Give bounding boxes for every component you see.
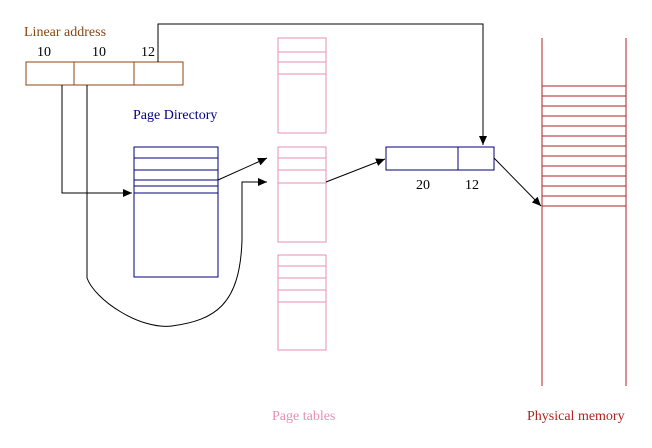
page-table-2 (277, 146, 327, 243)
arrows (61, 23, 542, 327)
linear-address-title: Linear address (24, 25, 106, 40)
page-tables-title: Page tables (272, 409, 335, 424)
page-tables: Page tables (272, 37, 335, 424)
linear-address-field-directory: 10 (37, 45, 51, 60)
directory-to-table-arrow (217, 157, 268, 181)
linear-address-field-offset: 12 (141, 45, 155, 60)
page-directory-title: Page Directory (133, 108, 217, 123)
linear-address: Linear address 10 10 12 (24, 25, 184, 86)
table-index-arrow (86, 85, 267, 327)
linear-address-box (25, 61, 184, 86)
page-table-1 (277, 37, 327, 134)
physical-memory-title: Physical memory (527, 409, 625, 424)
offset-to-frame-arrow (157, 23, 487, 145)
frame-to-memory-arrow (493, 157, 542, 207)
table-to-frame-arrow (325, 158, 386, 183)
directory-index-arrow (61, 85, 132, 197)
physical-memory-frames (542, 85, 626, 207)
physical-memory: Physical memory (527, 38, 627, 424)
linear-address-field-table: 10 (92, 45, 106, 60)
page-frame-field-base: 20 (416, 178, 430, 193)
page-directory-table (133, 146, 219, 278)
page-frame-rect (385, 146, 495, 171)
page-directory: Page Directory (133, 108, 219, 278)
page-frame-box: 20 12 (385, 146, 495, 193)
page-frame-field-offset: 12 (465, 178, 479, 193)
